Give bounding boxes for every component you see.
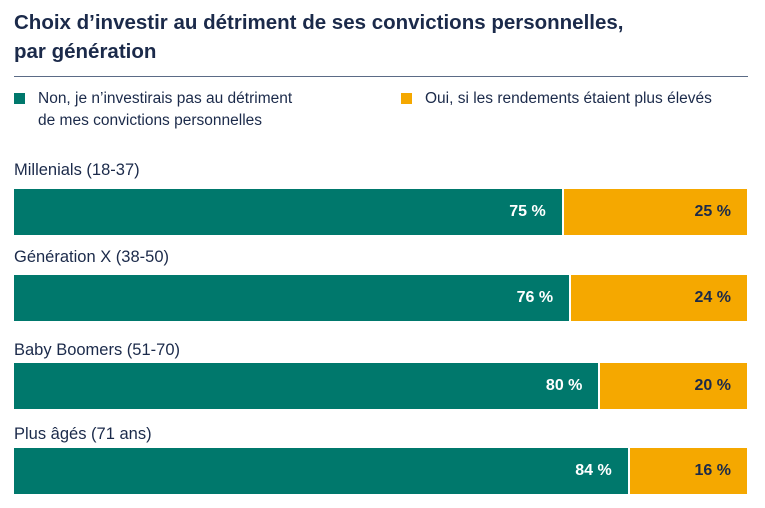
legend-label-non-line-1: Non, je n’investirais pas au détriment: [38, 90, 292, 107]
value-label-oui-generation-x-38-50: 24 %: [571, 275, 731, 321]
value-label-non-millenials-18-37: 75 %: [14, 189, 546, 235]
category-label-generation-x-38-50: Génération X (38-50): [14, 247, 169, 267]
category-label-plus-ages-71-ans: Plus âgés (71 ans): [14, 424, 152, 444]
chart-title-line-2: par génération: [14, 40, 156, 63]
legend-swatch-non: [14, 93, 25, 104]
value-label-oui-millenials-18-37: 25 %: [564, 189, 731, 235]
legend-label-non-line-2: de mes convictions personnelles: [38, 112, 262, 129]
value-label-oui-baby-boomers-51-70: 20 %: [600, 363, 731, 409]
value-label-oui-plus-ages-71-ans: 16 %: [630, 448, 731, 494]
legend-swatch-oui: [401, 93, 412, 104]
legend-item-non: Non, je n’investirais pas au détriment d…: [14, 88, 344, 132]
category-label-millenials-18-37: Millenials (18-37): [14, 160, 140, 180]
category-label-baby-boomers-51-70: Baby Boomers (51-70): [14, 340, 180, 360]
value-label-non-plus-ages-71-ans: 84 %: [14, 448, 612, 494]
value-label-non-baby-boomers-51-70: 80 %: [14, 363, 582, 409]
title-divider: [14, 76, 748, 77]
value-label-non-generation-x-38-50: 76 %: [14, 275, 553, 321]
legend-label-non: Non, je n’investirais pas au détriment d…: [38, 88, 292, 132]
chart-title-line-1: Choix d’investir au détriment de ses con…: [14, 11, 623, 34]
legend-label-oui: Oui, si les rendements étaient plus élev…: [425, 88, 712, 110]
chart-title: Choix d’investir au détriment de ses con…: [14, 8, 754, 66]
legend-item-oui: Oui, si les rendements étaient plus élev…: [401, 88, 751, 110]
